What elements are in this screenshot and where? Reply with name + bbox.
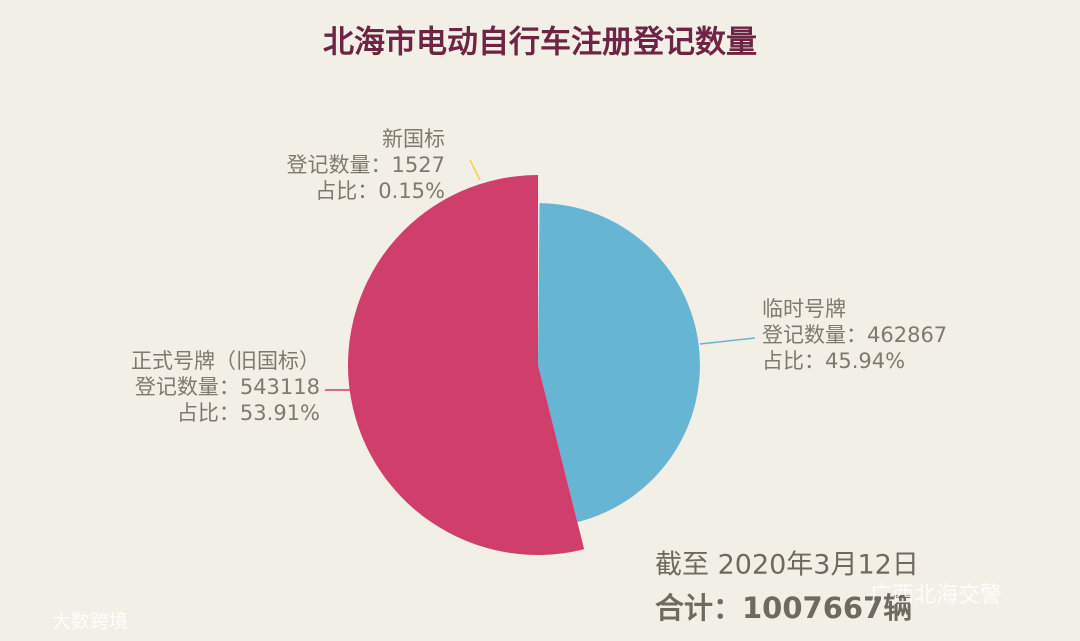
slice-count: 登记数量：1527 [287, 153, 445, 177]
pie-slice [538, 203, 700, 523]
leader-line [469, 159, 481, 181]
date-note: 截至 2020年3月12日 [655, 550, 919, 581]
count-prefix: 登记数量： [762, 323, 867, 347]
chart-title: 北海市电动自行车注册登记数量 [323, 25, 757, 61]
slice-share: 占比：45.94% [762, 349, 905, 373]
slice-share: 占比：0.15% [315, 179, 445, 203]
share-prefix: 占比： [315, 179, 378, 203]
slice-share: 占比：53.91% [177, 401, 320, 425]
share-value: 0.15% [378, 179, 445, 203]
pie-slice [348, 175, 585, 555]
count-value: 462867 [867, 323, 947, 347]
slice-count: 登记数量：543118 [135, 375, 320, 399]
share-prefix: 占比： [762, 349, 825, 373]
count-prefix: 登记数量： [135, 375, 240, 399]
slice-name: 新国标 [382, 127, 445, 151]
count-value: 543118 [240, 375, 320, 399]
share-value: 53.91% [240, 401, 320, 425]
watermark: 广西北海交警 [870, 583, 1002, 608]
share-prefix: 占比： [177, 401, 240, 425]
slice-name: 临时号牌 [762, 297, 846, 321]
slice-name: 正式号牌（旧国标） [131, 349, 320, 373]
leader-line [699, 337, 756, 345]
share-value: 45.94% [825, 349, 905, 373]
pie [348, 175, 700, 555]
watermark: 大数跨境 [52, 611, 128, 633]
count-value: 1527 [392, 153, 445, 177]
count-prefix: 登记数量： [287, 153, 392, 177]
total-note: 合计：1007667辆 [655, 591, 912, 625]
slice-count: 登记数量：462867 [762, 323, 947, 347]
